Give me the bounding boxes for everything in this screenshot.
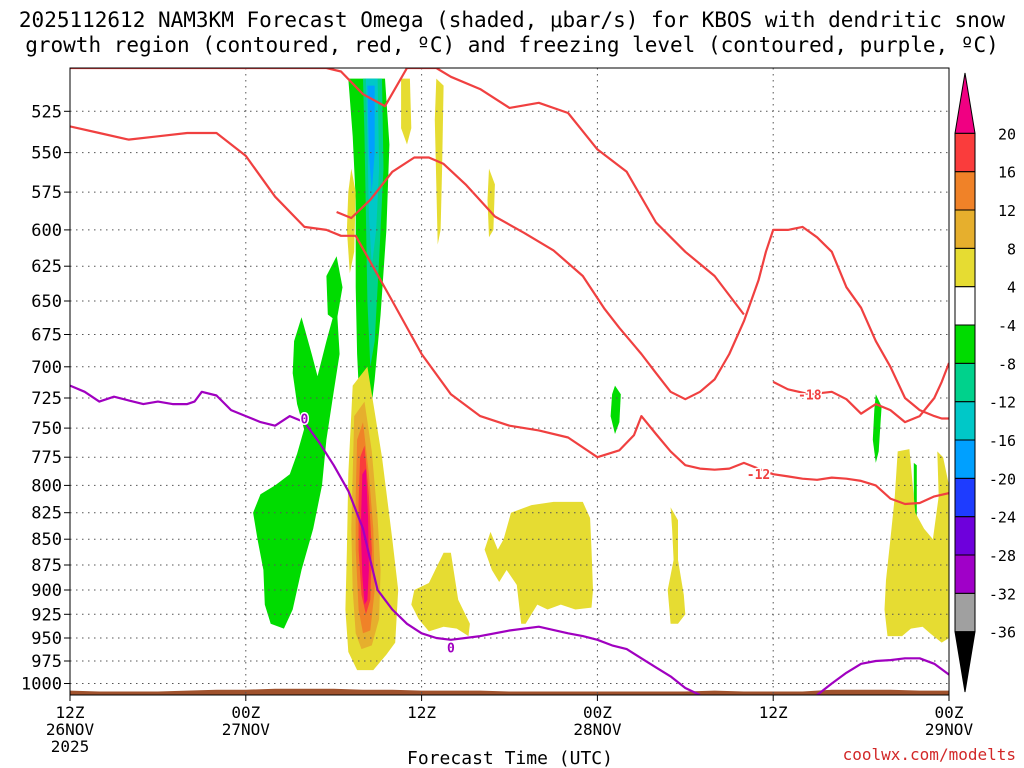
y-axis: 525 550 575 600 625 650 675 700 725 750 775 800 825 8… [21,102,70,695]
y-tick-label-675: 675 [31,326,62,346]
x-tick-label-0-line1: 12Z [56,703,85,722]
y-tick-label-800: 800 [31,476,62,496]
contour-label-3: 0 [447,641,455,656]
colorbar-label--20: -20 [989,470,1016,488]
colorbar-label--16: -16 [989,432,1016,450]
colorbar-label-16: 16 [998,164,1016,182]
colorbar-label-8: 8 [1007,240,1016,258]
colorbar-bin--32-to--28 [954,554,976,594]
omega-region-15 [411,552,470,637]
x-tick-label-36-line1: 00Z [583,703,612,722]
y-tick-label-950: 950 [31,629,62,649]
y-tick-label-550: 550 [31,144,62,164]
y-tick-label-875: 875 [31,556,62,576]
colorbar-bin--36-to--32 [954,592,976,633]
chart-title-line-2: growth region (contoured, red, ºC) and f… [25,33,999,57]
x-tick-label-12-line2: 27NOV [222,720,271,739]
omega-region-18 [884,449,949,643]
colorbar-bin--24-to--20 [954,477,976,518]
colorbar-label--12: -12 [989,394,1016,412]
omega-region-2 [326,256,343,322]
omega-region-17 [667,507,686,624]
x-tick-label-24-line1: 12Z [407,703,436,722]
contour-label-0: -18 [798,388,822,403]
y-tick-label-725: 725 [31,389,62,409]
y-tick-label-975: 975 [31,652,62,672]
y-tick-label-575: 575 [31,183,62,203]
x-tick-label-12-line1: 00Z [231,703,260,722]
y-tick-label-625: 625 [31,257,62,277]
colorbar-label-20: 20 [998,125,1016,143]
colorbar: 20 16 12 8 4 -4 -8 -12 -16 -20 -24 -28 -32 -36 [954,72,1016,693]
colorbar-label--32: -32 [989,585,1016,603]
colorbar-label-12: 12 [998,202,1016,220]
y-tick-label-600: 600 [31,221,62,241]
grid-layer [70,68,949,695]
y-tick-label-525: 525 [31,102,62,122]
contour-dgz_-12C [70,125,949,506]
colorbar-bin--20-to--16 [954,439,976,479]
terrain-area [70,688,949,695]
contour-freezing_level_0C_tail [816,657,949,695]
x-tick-label-36-line2: 28NOV [573,720,622,739]
credit-text: coolwx.com/modelts [843,745,1016,764]
x-tick-label-60-line1: 00Z [935,703,964,722]
omega-shading-layer [253,78,949,671]
colorbar-bin--4-to-4 [954,286,976,326]
y-tick-label-825: 825 [31,504,62,524]
x-axis-label: Forecast Time (UTC) [407,748,613,768]
y-tick-label-775: 775 [31,448,62,468]
colorbar-label--24: -24 [989,509,1016,527]
contour-layer [70,68,949,695]
colorbar-bin--8-to--4 [954,324,976,364]
contour-dgz_-18C_label_line [772,362,949,424]
contour-dgz_-18C_upper [70,68,745,316]
omega-region-16 [484,501,593,624]
contour-label-2: 0 [300,413,308,428]
colorbar-bin-16-to-20 [954,132,976,173]
y-tick-label-650: 650 [31,292,62,312]
x-tick-label-60-line2: 29NOV [925,720,974,739]
omega-region-7 [610,385,621,434]
colorbar-label--4: -4 [998,317,1016,335]
contour-freezing_level_0C [70,384,701,695]
contour-label-1: -12 [747,468,770,483]
omega-region-1 [292,317,319,431]
y-tick-label-700: 700 [31,358,62,378]
y-tick-label-750: 750 [31,419,62,439]
y-tick-label-1000: 1000 [21,675,62,695]
plot-frame [69,67,950,696]
y-tick-label-900: 900 [31,581,62,601]
colorbar-label--36: -36 [989,624,1016,642]
y-tick-label-925: 925 [31,605,62,625]
x-tick-label-48-line1: 12Z [759,703,788,722]
y-tick-label-850: 850 [31,530,62,550]
contour-label-layer: -18 -12 0 0 [299,387,823,658]
chart-title-line-1: 2025112612 NAM3KM Forecast Omega (shaded… [18,8,1006,32]
omega-region-13 [487,168,495,238]
colorbar-bin--16-to--12 [954,401,976,441]
colorbar-label--8: -8 [998,355,1016,373]
colorbar-bin--28-to--24 [954,516,976,556]
colorbar-bin-20-to-24 [954,72,976,134]
omega-region-8 [872,394,882,463]
terrain-layer [70,688,949,695]
colorbar-bin-8-to-12 [954,209,976,249]
colorbar-label--28: -28 [989,547,1016,565]
omega-region-6 [367,85,375,193]
colorbar-bin--12-to--8 [954,362,976,403]
x-tick-label-0-line2: 26NOV [46,720,95,739]
x-tick-label-0-line3: 2025 [51,737,90,756]
contour-dgz_-18C_low [336,156,949,420]
omega-region-10 [346,168,356,274]
colorbar-bin-4-to-8 [954,247,976,288]
colorbar-bin--40-to--36 [954,631,976,693]
colorbar-bin-12-to-16 [954,171,976,211]
colorbar-label-4: 4 [1007,279,1016,297]
